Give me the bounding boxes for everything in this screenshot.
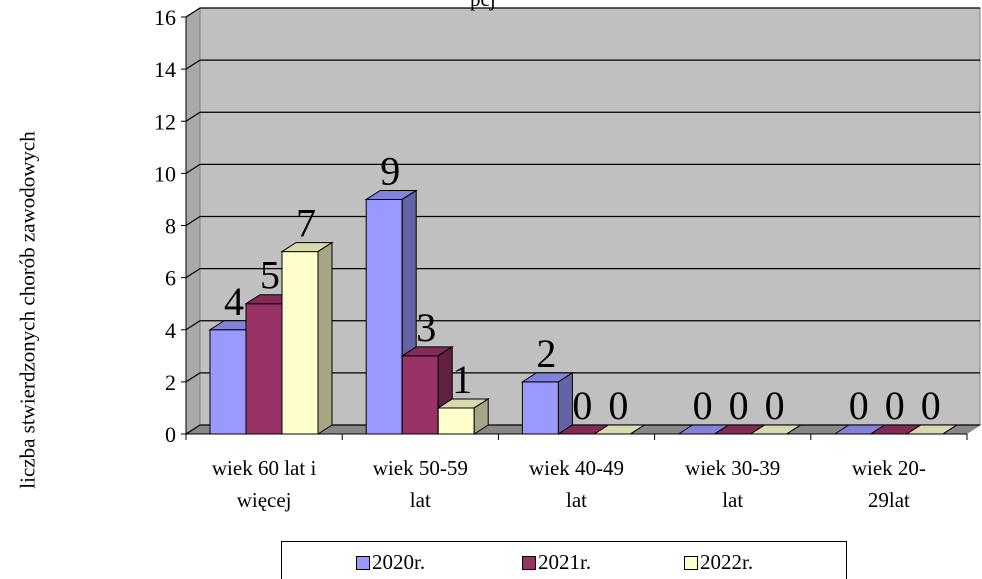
legend-swatch-2021 — [522, 555, 536, 570]
legend-swatch-2020 — [356, 555, 370, 570]
data-label: 3 — [416, 305, 436, 350]
gridline — [185, 215, 980, 227]
bar — [364, 189, 418, 435]
y-tick-label: 10 — [154, 161, 176, 186]
gridline — [185, 372, 980, 383]
y-tick-label: 6 — [165, 266, 176, 291]
y-tick-label: 0 — [165, 422, 176, 447]
y-tick-label: 12 — [154, 109, 176, 134]
y-tick-label: 4 — [165, 318, 176, 343]
data-label: 1 — [452, 357, 472, 402]
data-label: 0 — [608, 383, 628, 428]
x-tick-label: 29lat — [868, 488, 910, 512]
bars — [208, 189, 959, 435]
bar-front — [245, 303, 283, 435]
legend-swatch-2022 — [684, 555, 698, 570]
x-tick-label: lat — [410, 488, 431, 512]
gridline — [185, 268, 980, 279]
bar-side — [630, 424, 645, 435]
gridline — [185, 163, 980, 174]
legend-label-2022: 2022r. — [700, 550, 754, 574]
legend-label-2020: 2020r. — [372, 550, 426, 574]
gridline — [185, 320, 980, 331]
bar-front — [365, 198, 403, 435]
bar-front — [401, 355, 439, 435]
bar-side — [786, 424, 801, 435]
x-tick-label: wiek 40-49 — [529, 456, 624, 480]
bar — [520, 371, 575, 435]
x-tick-label: wiek 50-59 — [373, 456, 468, 480]
data-label: 0 — [693, 383, 713, 428]
bar — [905, 424, 959, 435]
gridline — [185, 7, 980, 18]
y-axis-label: liczba stwierdzonych chorób zawodowych — [15, 131, 40, 489]
data-label: 0 — [765, 383, 785, 428]
x-tick-labels: wiek 60 lat i więcej wiek 50-59 lat wiek 40-… — [212, 456, 926, 512]
legend: 2020r. 2021r. 2022r. — [281, 541, 847, 579]
bar-front — [281, 251, 319, 435]
x-tick-label: wiek 20- — [852, 456, 926, 480]
legend-label-2021: 2021r. — [538, 550, 592, 574]
gridline — [185, 111, 980, 122]
bar — [436, 398, 490, 435]
gridline — [185, 59, 980, 70]
bar — [592, 424, 647, 435]
bar — [748, 424, 803, 435]
bar-front — [521, 381, 559, 435]
y-axis-label-area: liczba stwierdzonych chorób zawodowych — [0, 0, 60, 579]
data-label: 0 — [572, 383, 592, 428]
legend-item-2020: 2020r. — [356, 550, 425, 575]
bar-front — [437, 407, 475, 435]
x-tick-label: więcej — [237, 488, 292, 512]
bar-side — [942, 424, 958, 435]
data-label: 0 — [729, 383, 749, 428]
bar — [400, 345, 454, 435]
gridlines — [185, 7, 980, 435]
y-tick-label: 8 — [165, 214, 176, 239]
y-tick-label: 14 — [154, 57, 176, 82]
bar-side — [317, 241, 333, 435]
y-tick-label: 16 — [154, 5, 176, 30]
bar-side — [473, 398, 489, 435]
data-label: 2 — [536, 331, 556, 376]
x-tick-label: lat — [566, 488, 587, 512]
data-label: 9 — [380, 148, 400, 193]
bar-front — [209, 329, 247, 435]
data-label: 5 — [260, 253, 280, 298]
data-label: 7 — [296, 201, 316, 246]
data-label: 4 — [224, 279, 244, 324]
bar — [280, 241, 334, 435]
x-tick-label: wiek 60 lat i — [212, 456, 317, 480]
x-tick-label: wiek 30-39 — [685, 456, 780, 480]
data-label: 0 — [885, 383, 905, 428]
bar-side — [557, 371, 573, 435]
data-label: 0 — [921, 383, 941, 428]
legend-item-2021: 2021r. — [522, 550, 591, 575]
data-label: 0 — [849, 383, 869, 428]
chart-title-fragment: pcj — [470, 0, 496, 11]
x-tick-label: lat — [722, 488, 743, 512]
legend-item-2022: 2022r. — [684, 550, 753, 575]
y-tick-label: 2 — [165, 370, 176, 395]
